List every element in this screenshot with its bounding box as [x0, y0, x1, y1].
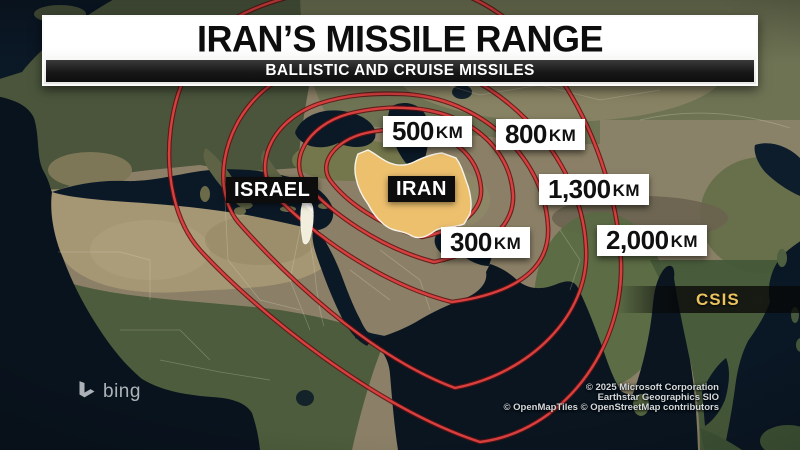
- range-value: 300: [450, 227, 492, 257]
- country-label-israel: ISRAEL: [226, 177, 319, 203]
- bing-logo-text: bing: [103, 381, 141, 402]
- range-value: 1,300: [548, 174, 611, 204]
- israel-country-highlight: [300, 198, 314, 245]
- range-value: 2,000: [606, 225, 669, 255]
- range-unit: KM: [548, 125, 577, 145]
- page-subtitle: BALLISTIC AND CRUISE MISSILES: [46, 60, 754, 82]
- range-unit: KM: [612, 180, 641, 200]
- range-label-800km: 800 KM: [496, 119, 586, 150]
- range-value: 500: [392, 116, 434, 146]
- range-label-500km: 500 KM: [383, 116, 473, 147]
- map-attribution: © 2025 Microsoft Corporation Earthstar G…: [504, 383, 719, 412]
- range-unit: KM: [670, 231, 699, 251]
- range-label-2000km: 2,000 KM: [597, 225, 708, 256]
- bing-logo: bing: [77, 380, 141, 404]
- range-unit: KM: [493, 233, 522, 253]
- attribution-line: © OpenMapTiles © OpenStreetMap contribut…: [503, 401, 719, 413]
- attribution-line: Earthstar Geographics SIO: [597, 391, 719, 403]
- range-label-1300km: 1,300 KM: [539, 174, 650, 205]
- country-label-iran: IRAN: [388, 176, 455, 202]
- range-label-300km: 300 KM: [441, 227, 531, 258]
- page-title: IRAN’S MISSILE RANGE: [196, 16, 604, 60]
- border-lines: [58, 79, 791, 381]
- header-banner: IRAN’S MISSILE RANGE BALLISTIC AND CRUIS…: [42, 15, 758, 86]
- source-badge-bar: CSIS: [616, 286, 800, 313]
- attribution-line: © 2025 Microsoft Corporation: [585, 382, 719, 393]
- source-badge: CSIS: [696, 289, 740, 309]
- bing-logo-icon: [79, 381, 95, 398]
- range-unit: KM: [435, 122, 464, 142]
- range-value: 800: [505, 119, 547, 149]
